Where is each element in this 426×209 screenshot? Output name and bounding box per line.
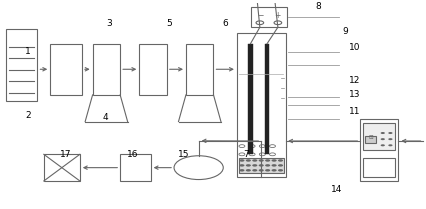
Circle shape xyxy=(380,132,384,134)
Text: 2: 2 xyxy=(25,111,30,120)
Bar xyxy=(364,136,375,143)
Circle shape xyxy=(245,159,250,162)
Text: 14: 14 xyxy=(330,185,341,194)
Text: +: + xyxy=(274,11,280,20)
Circle shape xyxy=(271,159,276,162)
Circle shape xyxy=(239,169,244,172)
Circle shape xyxy=(380,138,384,140)
Text: 4: 4 xyxy=(102,113,108,122)
Bar xyxy=(238,158,283,173)
Circle shape xyxy=(271,164,276,167)
Circle shape xyxy=(252,169,257,172)
Text: 3: 3 xyxy=(106,19,112,28)
Text: 15: 15 xyxy=(178,150,189,159)
Circle shape xyxy=(265,169,270,172)
Circle shape xyxy=(387,132,391,134)
Text: 13: 13 xyxy=(348,90,360,99)
Bar xyxy=(363,158,394,177)
Circle shape xyxy=(258,159,263,162)
Circle shape xyxy=(277,169,282,172)
Bar xyxy=(185,44,213,95)
Circle shape xyxy=(380,144,384,146)
Text: 12: 12 xyxy=(348,76,360,85)
Circle shape xyxy=(277,164,282,167)
Text: 9: 9 xyxy=(341,27,347,36)
Bar xyxy=(248,44,252,154)
Text: 7: 7 xyxy=(243,150,249,159)
Bar xyxy=(139,44,167,95)
Circle shape xyxy=(239,164,244,167)
Bar xyxy=(236,33,285,177)
Bar xyxy=(250,7,286,27)
Bar xyxy=(92,44,120,95)
Text: 10: 10 xyxy=(348,43,360,52)
Circle shape xyxy=(271,169,276,172)
Circle shape xyxy=(265,159,270,162)
Circle shape xyxy=(258,164,263,167)
Text: −: − xyxy=(256,11,262,20)
Circle shape xyxy=(245,164,250,167)
Text: ⊡: ⊡ xyxy=(367,135,372,140)
Bar xyxy=(359,120,397,181)
Text: 1: 1 xyxy=(25,47,31,56)
Circle shape xyxy=(387,144,391,146)
Circle shape xyxy=(387,138,391,140)
Text: 5: 5 xyxy=(166,19,171,28)
Bar xyxy=(363,123,394,150)
Circle shape xyxy=(258,169,263,172)
Text: 6: 6 xyxy=(222,19,228,28)
Circle shape xyxy=(239,159,244,162)
Circle shape xyxy=(252,159,257,162)
Circle shape xyxy=(252,164,257,167)
Text: 16: 16 xyxy=(127,150,138,159)
Bar xyxy=(6,29,37,101)
Text: 11: 11 xyxy=(348,107,360,116)
Bar xyxy=(50,44,82,95)
Text: 8: 8 xyxy=(315,2,321,11)
Text: 17: 17 xyxy=(60,150,72,159)
Bar xyxy=(44,154,80,181)
Bar xyxy=(264,44,269,154)
Bar xyxy=(120,154,150,181)
Circle shape xyxy=(265,164,270,167)
Circle shape xyxy=(245,169,250,172)
Circle shape xyxy=(277,159,282,162)
